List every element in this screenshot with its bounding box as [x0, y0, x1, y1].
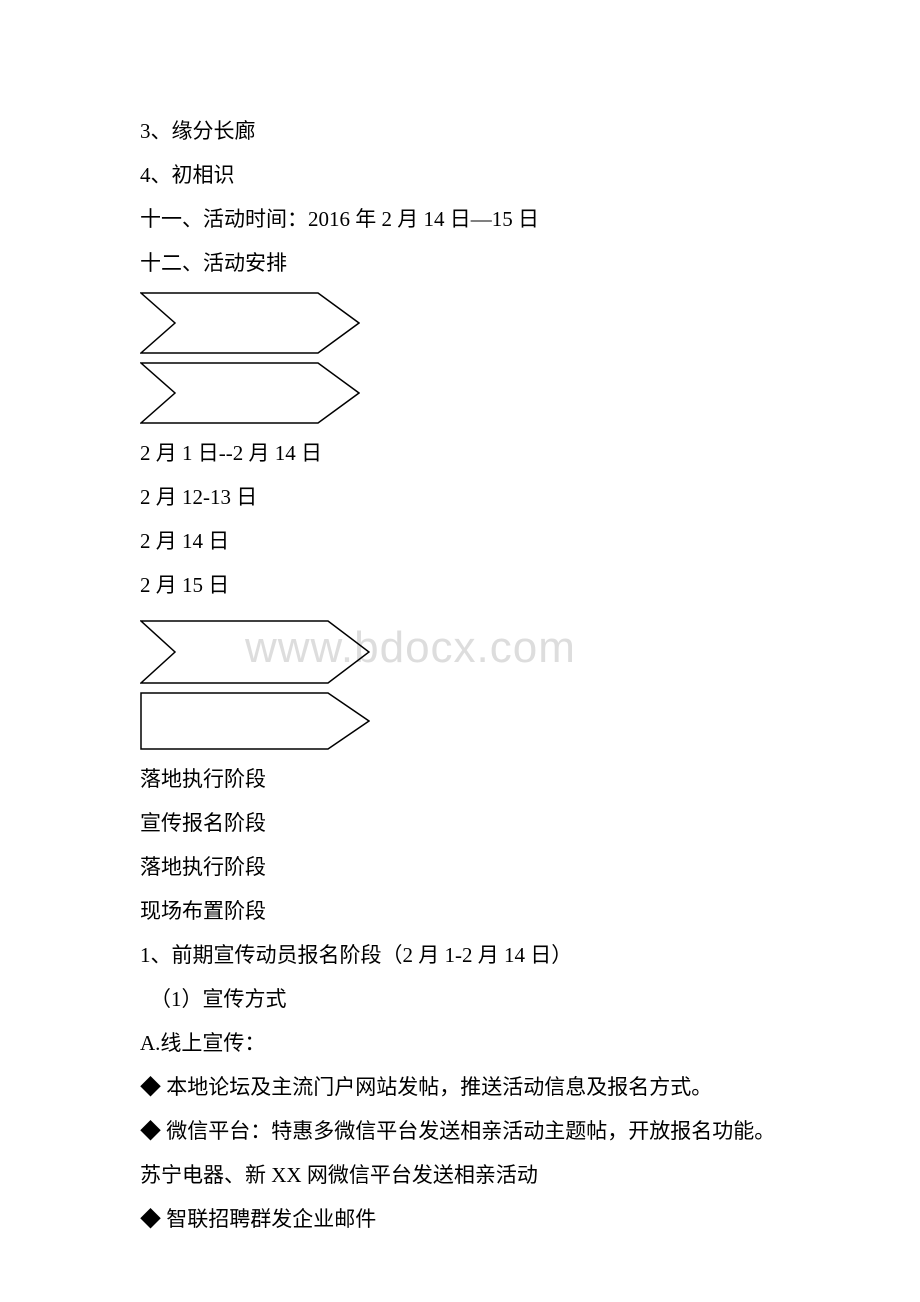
text-line-6: 2 月 12-13 日 — [140, 476, 780, 518]
text-line-12: 现场布置阶段 — [140, 890, 780, 932]
text-line-17: ◆ 微信平台：特惠多微信平台发送相亲活动主题帖，开放报名功能。 — [140, 1110, 780, 1152]
text-line-2: 4、初相识 — [140, 154, 780, 196]
document-content: 3、缘分长廊 4、初相识 十一、活动时间：2016 年 2 月 14 日—15 … — [140, 110, 780, 1240]
text-line-18: 苏宁电器、新 XX 网微信平台发送相亲活动 — [140, 1154, 780, 1196]
text-line-7: 2 月 14 日 — [140, 520, 780, 562]
arrow-shape-1 — [140, 292, 780, 354]
text-line-8: 2 月 15 日 — [140, 564, 780, 606]
text-line-3: 十一、活动时间：2016 年 2 月 14 日—15 日 — [140, 198, 780, 240]
text-line-4: 十二、活动安排 — [140, 242, 780, 284]
text-line-16: ◆ 本地论坛及主流门户网站发帖，推送活动信息及报名方式。 — [140, 1066, 780, 1108]
text-line-13: 1、前期宣传动员报名阶段（2 月 1-2 月 14 日） — [140, 934, 780, 976]
arrow-shape-4 — [140, 692, 780, 750]
text-line-5: 2 月 1 日--2 月 14 日 — [140, 432, 780, 474]
text-line-19: ◆ 智联招聘群发企业邮件 — [140, 1198, 780, 1240]
arrow-shape-2 — [140, 362, 780, 424]
text-line-10: 宣传报名阶段 — [140, 802, 780, 844]
text-line-1: 3、缘分长廊 — [140, 110, 780, 152]
text-line-15: A.线上宣传： — [140, 1022, 780, 1064]
arrow-shape-3 — [140, 620, 780, 684]
text-line-14: （1）宣传方式 — [140, 978, 780, 1020]
text-line-11: 落地执行阶段 — [140, 846, 780, 888]
text-line-9: 落地执行阶段 — [140, 758, 780, 800]
